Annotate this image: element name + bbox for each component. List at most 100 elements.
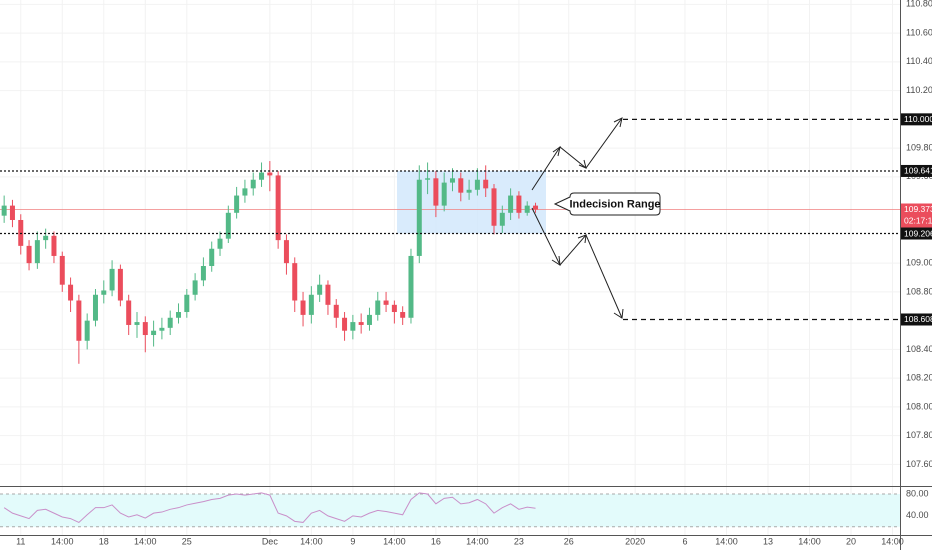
x-tick-label: 14:00 bbox=[383, 536, 406, 546]
candle-body bbox=[1, 205, 7, 216]
y-tick-label: 108.400 bbox=[906, 344, 932, 354]
x-tick-label: 14:00 bbox=[300, 536, 323, 546]
arrow-head bbox=[577, 234, 587, 244]
candle-body bbox=[483, 179, 489, 189]
candle-body bbox=[400, 312, 406, 318]
candle-body bbox=[9, 205, 15, 220]
candle-body bbox=[474, 179, 480, 190]
candle-body bbox=[292, 263, 298, 301]
drawing-layer: Indecision Range bbox=[531, 117, 661, 319]
candle-body bbox=[317, 284, 323, 295]
x-tick-label: 11 bbox=[16, 536, 25, 546]
y-tick-label: 107.800 bbox=[906, 430, 932, 440]
candle-body bbox=[491, 188, 497, 226]
candle-body bbox=[300, 300, 306, 315]
candle-body bbox=[192, 280, 198, 295]
candle-body bbox=[350, 322, 356, 331]
candle-body bbox=[59, 255, 65, 285]
x-tick-label: 13 bbox=[763, 536, 773, 546]
candle-body bbox=[209, 248, 215, 267]
candle-body bbox=[225, 212, 231, 239]
x-tick-label: 16 bbox=[431, 536, 441, 546]
candle-body bbox=[242, 188, 248, 196]
candle-body bbox=[425, 178, 431, 180]
candle-body bbox=[516, 195, 522, 213]
candle-body bbox=[126, 300, 132, 325]
level-price-label: 108.608 bbox=[904, 314, 932, 324]
candle-body bbox=[26, 245, 32, 264]
candle-body bbox=[441, 182, 447, 206]
rsi-line bbox=[3, 492, 536, 524]
candle-body bbox=[366, 314, 372, 325]
x-tick-label: 25 bbox=[182, 536, 192, 546]
candle-body bbox=[333, 304, 339, 318]
candle-body bbox=[109, 268, 115, 291]
rsi-tick-label: 80.00 bbox=[906, 488, 929, 498]
candle-body bbox=[151, 330, 157, 336]
candle-body bbox=[200, 266, 206, 281]
candle-body bbox=[449, 178, 455, 183]
y-tick-label: 108.800 bbox=[906, 286, 932, 296]
candle-body bbox=[68, 284, 74, 301]
y-tick-label: 107.600 bbox=[906, 459, 932, 469]
callout-box bbox=[553, 192, 661, 216]
candle-body bbox=[134, 322, 140, 325]
candle-body bbox=[358, 322, 364, 325]
candle-body bbox=[325, 284, 331, 305]
x-tick-label: 23 bbox=[514, 536, 524, 546]
candle-body bbox=[101, 290, 107, 295]
candle-body bbox=[533, 205, 539, 210]
x-tick-label: 14:00 bbox=[798, 536, 821, 546]
level-price-box bbox=[901, 227, 932, 240]
y-tick-label: 110.400 bbox=[906, 56, 932, 66]
level-price-box bbox=[901, 164, 932, 177]
up-arrow bbox=[531, 117, 623, 191]
y-tick-label: 110.200 bbox=[906, 85, 932, 95]
level-price-label: 109.641 bbox=[904, 166, 932, 176]
x-tick-label: 14:00 bbox=[715, 536, 738, 546]
candle-body bbox=[383, 300, 389, 305]
level-price-label: 110.000 bbox=[904, 114, 932, 124]
candle-body bbox=[167, 317, 173, 328]
countdown-label: 02:17:16 bbox=[904, 216, 932, 226]
candle-body bbox=[76, 300, 82, 341]
x-tick-label: 14:00 bbox=[134, 536, 157, 546]
x-tick-label: 6 bbox=[682, 536, 687, 546]
candle-body bbox=[159, 327, 165, 331]
level-price-label: 109.206 bbox=[904, 228, 932, 238]
arrow-head bbox=[552, 145, 561, 157]
candle-body bbox=[92, 294, 98, 321]
candle-body bbox=[275, 175, 281, 241]
level-price-box bbox=[901, 113, 932, 126]
level-price-box bbox=[901, 313, 932, 326]
x-tick-label: 20 bbox=[846, 536, 856, 546]
candle-body bbox=[84, 320, 90, 341]
candle-body bbox=[34, 240, 40, 264]
plot-layer bbox=[0, 118, 900, 524]
rsi-tick-label: 40.00 bbox=[906, 510, 929, 520]
x-tick-label: 9 bbox=[350, 536, 355, 546]
candle-body bbox=[43, 235, 49, 241]
candle-body bbox=[342, 317, 348, 331]
candle-body bbox=[308, 294, 314, 315]
x-tick-label: Dec bbox=[262, 536, 279, 546]
y-tick-label: 110.600 bbox=[906, 27, 932, 37]
candle-body bbox=[524, 205, 530, 213]
y-tick-label: 108.000 bbox=[906, 401, 932, 411]
candle-body bbox=[234, 195, 240, 213]
y-tick-label: 108.200 bbox=[906, 373, 932, 383]
candle-body bbox=[259, 172, 265, 180]
x-tick-label: 14:00 bbox=[466, 536, 489, 546]
candle-body bbox=[375, 300, 381, 315]
x-tick-label: 14:00 bbox=[881, 536, 904, 546]
candle-body bbox=[117, 268, 123, 301]
candle-body bbox=[466, 189, 472, 193]
candle-body bbox=[508, 195, 514, 213]
callout-text: Indecision Range bbox=[569, 198, 660, 210]
last-price-box bbox=[901, 203, 932, 228]
candle-body bbox=[51, 235, 57, 256]
x-tick-label: 26 bbox=[564, 536, 574, 546]
